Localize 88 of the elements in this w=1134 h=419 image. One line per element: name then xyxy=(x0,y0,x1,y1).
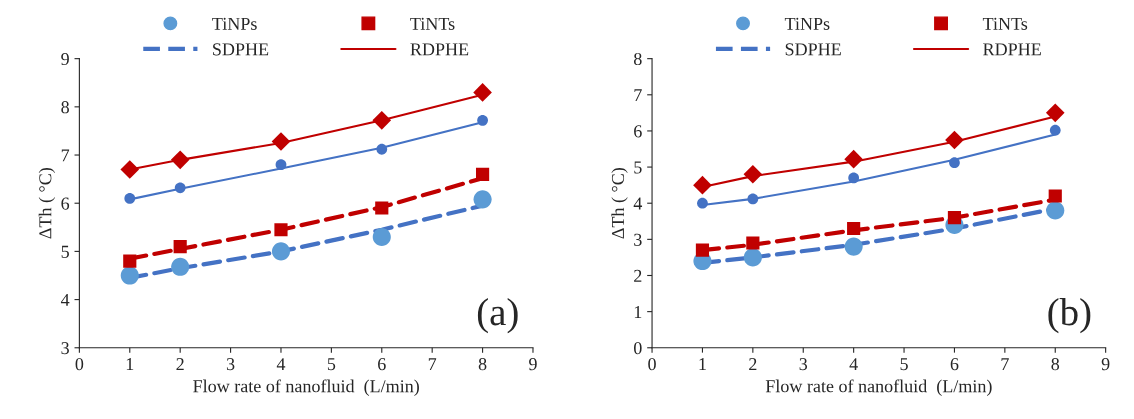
x-tick-label: 5 xyxy=(327,358,336,371)
point xyxy=(477,114,488,126)
legend-label: RDPHE xyxy=(983,43,1041,56)
legend-label: TiNPs xyxy=(212,17,257,30)
y-tick-label: 6 xyxy=(61,197,70,210)
annotation: (a) xyxy=(477,298,518,334)
x-tick-label: 6 xyxy=(950,358,959,371)
point xyxy=(475,167,490,181)
y-tick-label: 2 xyxy=(634,269,642,282)
x-tick-label: 6 xyxy=(378,358,386,371)
point xyxy=(271,242,291,261)
y-tick-label: 1 xyxy=(634,305,642,318)
legend-label: TiNTs xyxy=(982,17,1028,30)
point xyxy=(1045,103,1065,123)
point xyxy=(844,149,863,169)
y-tick-label: 4 xyxy=(633,197,643,210)
y-tick-label: 3 xyxy=(634,233,642,246)
x-tick-label: 5 xyxy=(900,358,908,371)
x-tick-label: 8 xyxy=(478,358,487,371)
x-tick-label: 1 xyxy=(699,358,706,371)
legend-label: RDPHE xyxy=(410,43,469,56)
legend-label: TiNTs xyxy=(410,17,455,30)
legend-label: SDPHE xyxy=(785,43,841,56)
x-tick-label: 9 xyxy=(529,358,537,371)
x-axis-title: Flow rate of nanofluid (L/min) xyxy=(193,379,419,396)
point xyxy=(697,197,708,209)
point xyxy=(174,182,186,194)
x-tick-label: 1 xyxy=(126,358,134,371)
point xyxy=(695,243,710,257)
x-tick-label: 2 xyxy=(176,358,184,371)
x-tick-label: 8 xyxy=(1051,358,1060,371)
point xyxy=(1049,124,1061,136)
x-tick-label: 0 xyxy=(648,358,656,371)
point xyxy=(945,130,964,150)
y-tick-label: 8 xyxy=(633,52,642,66)
point xyxy=(949,157,960,169)
point xyxy=(274,223,288,237)
x-tick-label: 4 xyxy=(849,358,858,371)
legend-label: SDPHE xyxy=(213,43,269,56)
point xyxy=(473,190,492,209)
y-tick-label: 5 xyxy=(634,161,642,174)
y-tick-label: 8 xyxy=(61,101,69,114)
point xyxy=(743,248,762,267)
y-tick-label: 7 xyxy=(61,149,70,162)
x-tick-label: 3 xyxy=(799,358,808,371)
point xyxy=(120,266,139,285)
x-axis-title: Flow rate of nanofluid (L/min) xyxy=(765,379,992,396)
point xyxy=(123,254,137,268)
point xyxy=(844,237,863,256)
y-tick-label: 9 xyxy=(61,52,69,66)
point xyxy=(171,257,190,276)
x-tick-label: 2 xyxy=(749,358,757,371)
point xyxy=(170,150,190,170)
y-tick-label: 7 xyxy=(634,89,642,102)
y-tick-label: 5 xyxy=(61,245,69,258)
x-tick-label: 9 xyxy=(1101,358,1110,371)
y-tick-label: 0 xyxy=(633,342,642,355)
x-tick-label: 7 xyxy=(428,358,437,371)
point xyxy=(1048,189,1062,203)
x-tick-label: 0 xyxy=(75,358,84,371)
y-axis-title: ΔTh ( °C) xyxy=(611,168,628,239)
legend-label: TiNPs xyxy=(784,17,830,30)
annotation: (b) xyxy=(1048,298,1091,334)
point xyxy=(1046,201,1065,220)
point xyxy=(271,132,291,151)
point xyxy=(372,227,391,246)
y-tick-label: 6 xyxy=(634,125,642,138)
y-tick-label: 3 xyxy=(61,342,69,355)
point xyxy=(375,201,389,215)
point xyxy=(743,164,763,184)
x-tick-label: 3 xyxy=(226,358,235,371)
y-tick-label: 4 xyxy=(60,293,70,306)
point xyxy=(746,236,760,250)
x-tick-label: 7 xyxy=(1001,358,1009,371)
point xyxy=(747,193,759,205)
y-axis-title: ΔTh ( °C) xyxy=(38,168,56,239)
point xyxy=(376,143,388,155)
point xyxy=(124,193,136,204)
point xyxy=(120,160,140,179)
point xyxy=(693,175,712,195)
point xyxy=(173,239,187,254)
point xyxy=(848,172,860,184)
x-tick-label: 4 xyxy=(276,358,286,371)
point xyxy=(473,83,492,102)
point xyxy=(947,211,962,225)
point xyxy=(847,221,861,236)
point xyxy=(275,159,287,171)
point xyxy=(372,111,392,130)
